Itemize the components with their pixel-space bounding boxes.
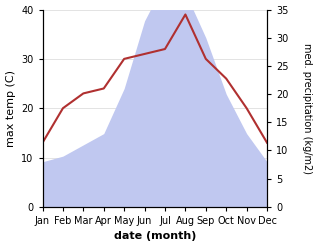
- X-axis label: date (month): date (month): [114, 231, 196, 242]
- Y-axis label: max temp (C): max temp (C): [5, 70, 16, 147]
- Y-axis label: med. precipitation (kg/m2): med. precipitation (kg/m2): [302, 43, 313, 174]
